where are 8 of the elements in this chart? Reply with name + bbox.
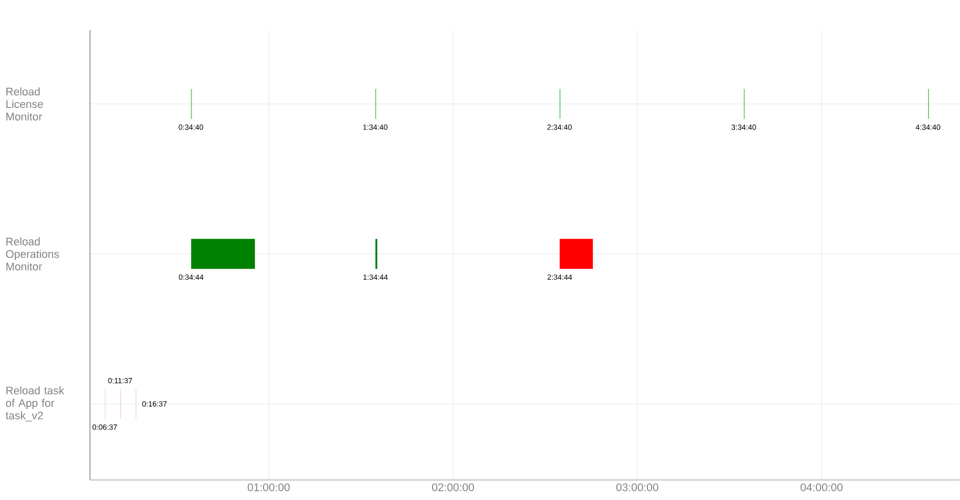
y-tick-label: Reload License Monitor [6,87,43,121]
x-tick-label: 03:00:00 [616,483,658,492]
x-tick-label: 04:00:00 [800,483,843,492]
y-tick-label: Reload task of App for task_v2 [6,386,64,422]
bar [560,238,593,269]
x-tick-label: 01:00:00 [248,483,290,492]
x-tick-label: 02:00:00 [432,483,474,492]
y-tick-label: Reload Operations Monitor [6,237,59,270]
